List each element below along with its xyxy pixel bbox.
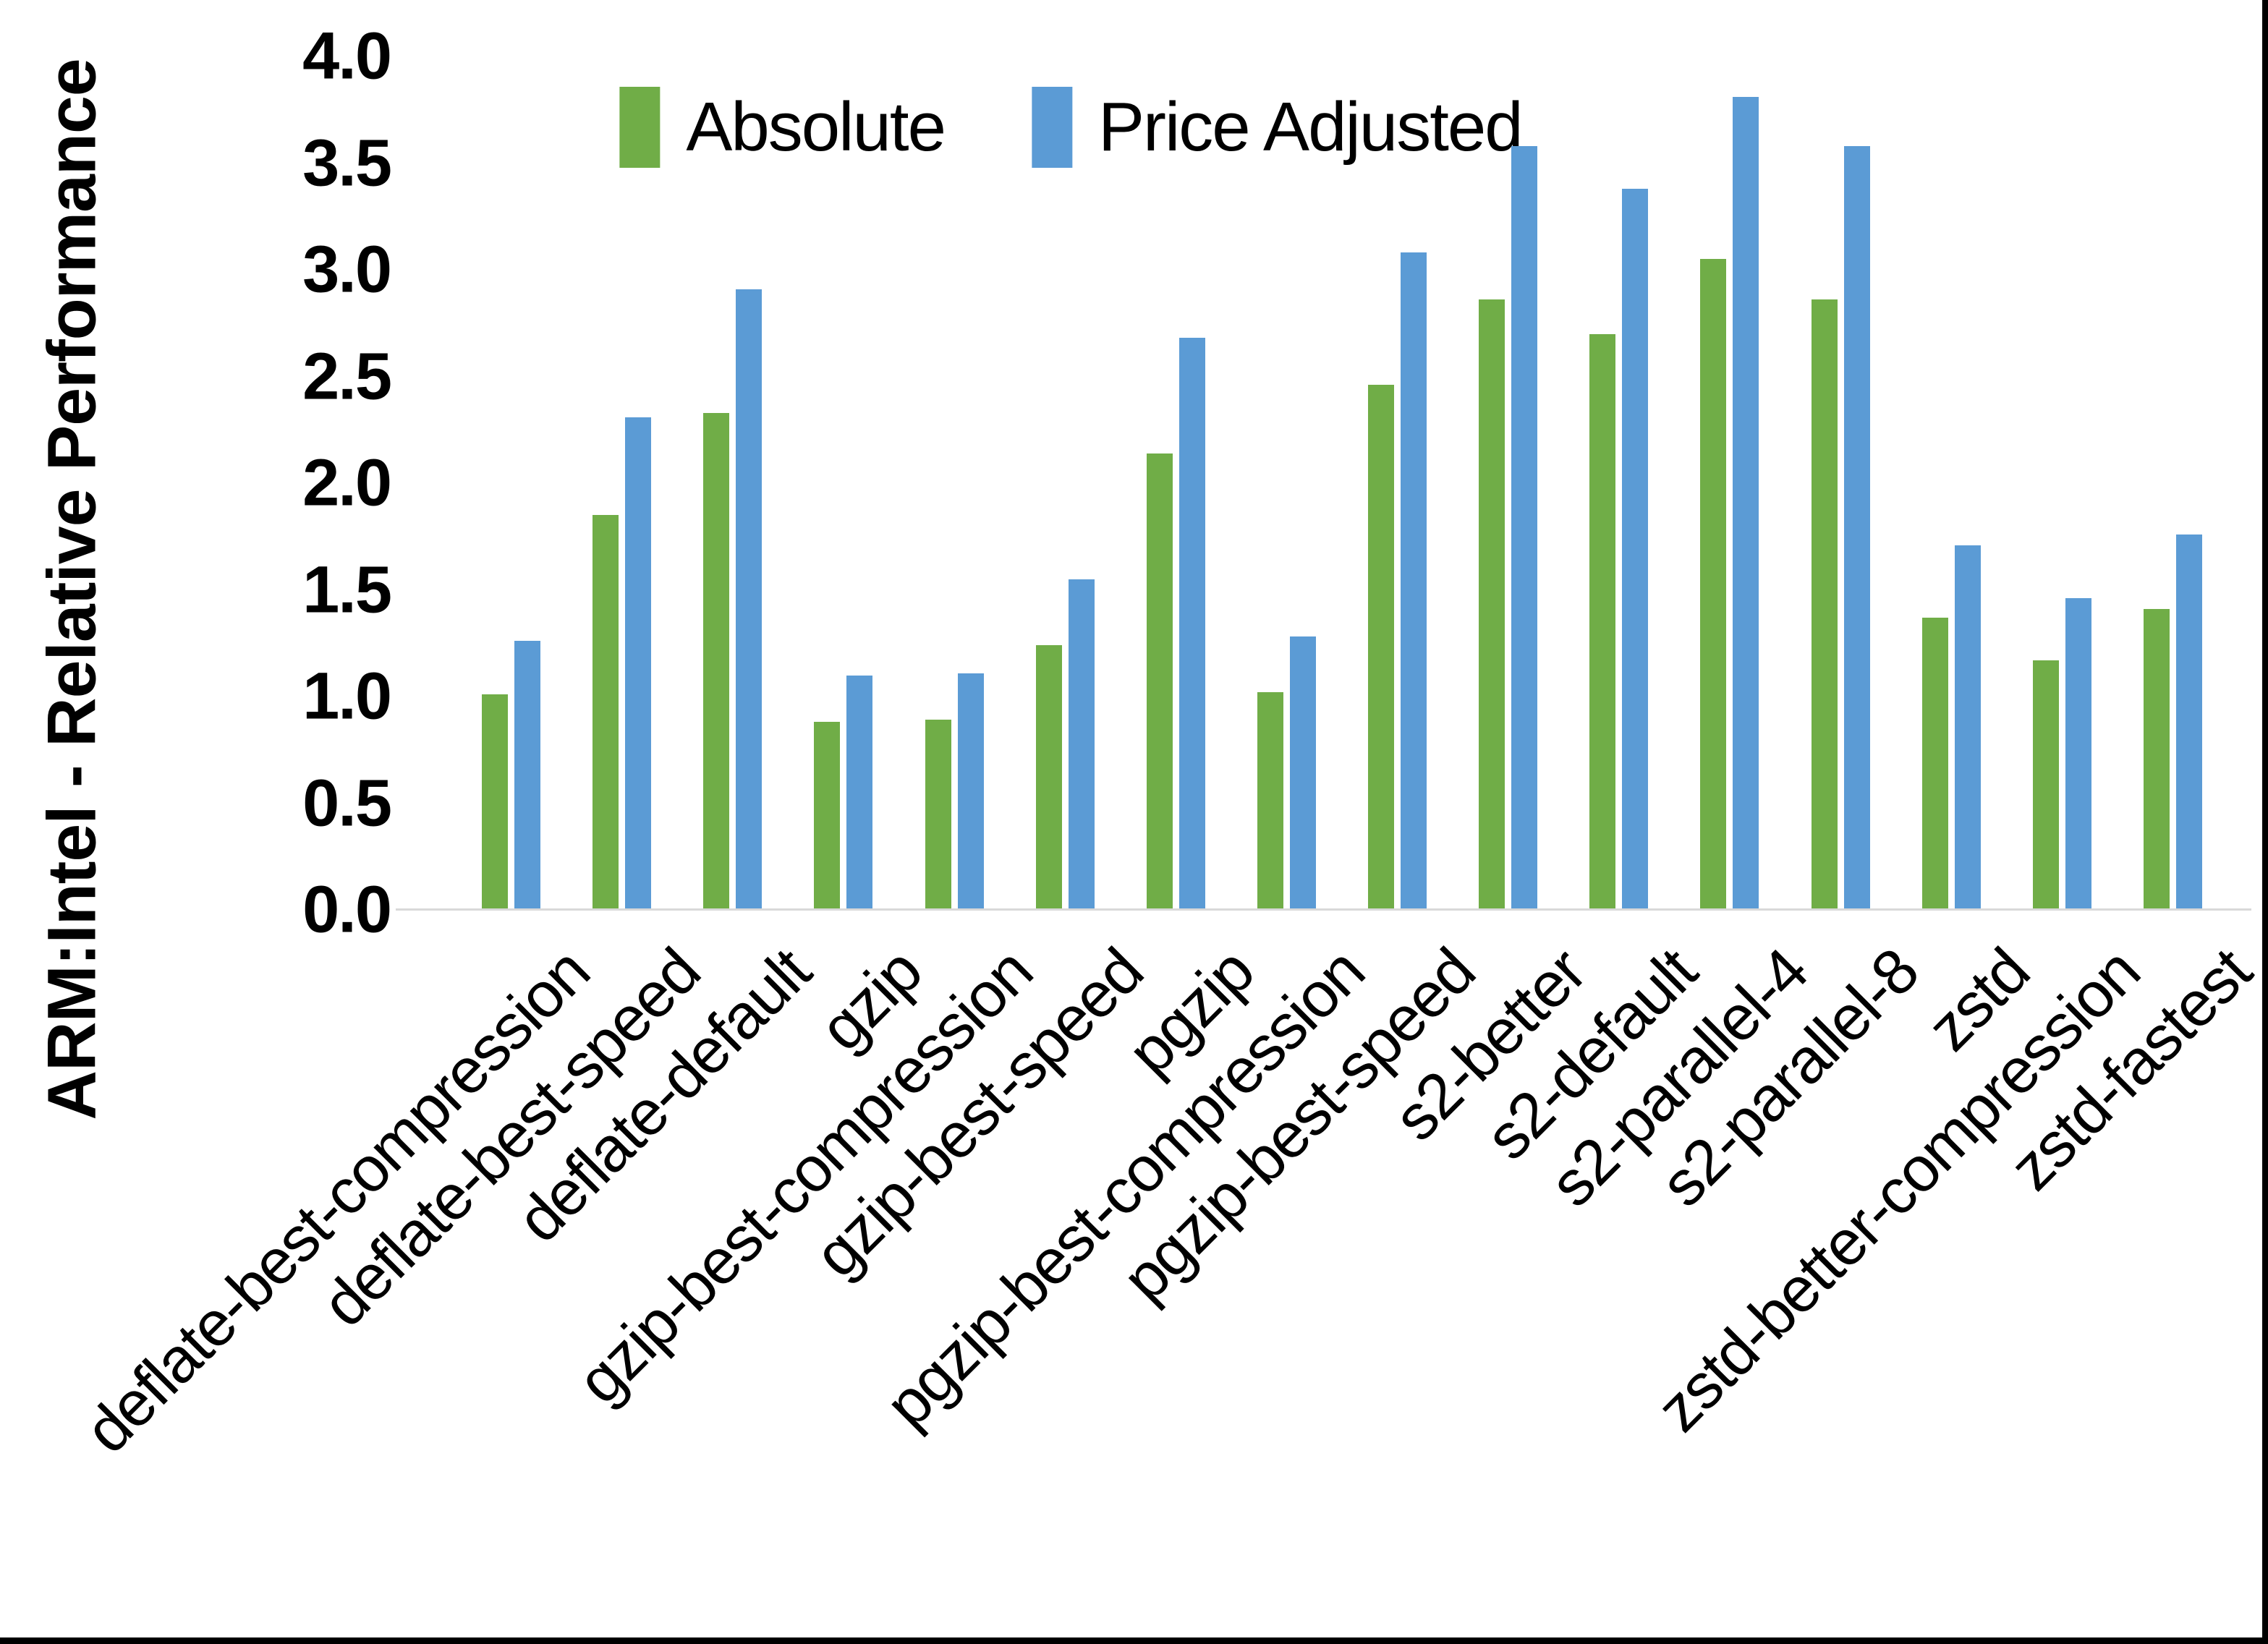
bar-price-adjusted-deflate-default	[736, 289, 763, 910]
bar-absolute-s2-better	[1479, 299, 1505, 910]
legend-entry-price-adjusted: Price Adjusted	[1031, 87, 1524, 168]
legend-swatch-absolute	[619, 87, 661, 168]
bar-price-adjusted-zstd	[1954, 545, 1981, 910]
bar-group-zstd-fastest	[2118, 56, 2228, 910]
bar-price-adjusted-zstd-better-compression	[2065, 598, 2091, 910]
bar-price-adjusted-s2-default	[1622, 188, 1649, 910]
bar-absolute-zstd	[1921, 617, 1948, 910]
bar-absolute-gzip	[814, 722, 841, 910]
bar-price-adjusted-pgzip-best-compression	[1289, 636, 1316, 910]
legend-swatch-price-adjusted	[1031, 87, 1072, 168]
bar-price-adjusted-gzip	[846, 675, 873, 910]
bar-absolute-pgzip	[1146, 453, 1173, 910]
y-tick-label: 1.0	[302, 659, 392, 733]
bar-price-adjusted-s2-parallel-8	[1843, 145, 1870, 910]
bar-group-deflate-best-compression	[456, 56, 566, 910]
screenshot-right-border	[2262, 0, 2268, 1644]
bar-absolute-gzip-best-speed	[1035, 645, 1062, 910]
bar-group-deflate-default	[677, 56, 788, 910]
legend-label-absolute: Absolute	[686, 88, 946, 166]
y-tick-label: 2.0	[302, 446, 392, 520]
bar-group-gzip-best-compression	[899, 56, 1010, 910]
bar-price-adjusted-s2-better	[1511, 145, 1538, 910]
bar-group-pgzip-best-compression	[1231, 56, 1342, 910]
bar-group-zstd-better-compression	[2007, 56, 2118, 910]
bar-group-deflate-best-speed	[566, 56, 677, 910]
bar-absolute-deflate-default	[703, 412, 730, 910]
bar-absolute-zstd-better-compression	[2032, 660, 2059, 910]
bar-group-s2-better	[1453, 56, 1563, 910]
plot-area	[456, 56, 2228, 910]
y-tick-label: 1.5	[302, 553, 392, 626]
bar-absolute-s2-default	[1589, 333, 1616, 910]
bar-group-s2-default	[1563, 56, 1674, 910]
bar-absolute-zstd-fastest	[2143, 609, 2170, 910]
bar-price-adjusted-pgzip-best-speed	[1401, 252, 1427, 910]
screenshot-bottom-border	[0, 1637, 2268, 1644]
bar-price-adjusted-s2-parallel-4	[1733, 97, 1759, 910]
bar-group-gzip	[788, 56, 899, 910]
bar-price-adjusted-pgzip	[1178, 338, 1205, 910]
bar-absolute-gzip-best-compression	[925, 720, 951, 910]
bar-price-adjusted-zstd-fastest	[2175, 534, 2202, 910]
legend: Absolute Price Adjusted	[619, 87, 1524, 168]
bar-absolute-pgzip-best-compression	[1257, 692, 1283, 910]
bar-absolute-pgzip-best-speed	[1368, 385, 1395, 910]
legend-label-price-adjusted: Price Adjusted	[1097, 88, 1524, 166]
bar-group-zstd	[1896, 56, 2007, 910]
bar-absolute-deflate-best-speed	[593, 515, 619, 910]
bar-price-adjusted-gzip-best-speed	[1068, 579, 1095, 910]
bar-group-pgzip	[1121, 56, 1231, 910]
x-axis-line	[396, 908, 2251, 911]
legend-entry-absolute: Absolute	[619, 87, 946, 168]
bar-absolute-s2-parallel-8	[1811, 299, 1838, 910]
y-tick-label: 2.5	[302, 339, 392, 413]
bar-price-adjusted-gzip-best-compression	[957, 673, 984, 910]
bar-price-adjusted-deflate-best-compression	[514, 641, 541, 910]
y-tick-label: 0.0	[302, 872, 392, 947]
y-tick-label: 4.0	[302, 19, 392, 93]
bar-absolute-s2-parallel-4	[1700, 259, 1727, 910]
bar-group-gzip-best-speed	[1010, 56, 1121, 910]
bar-group-s2-parallel-8	[1785, 56, 1896, 910]
bar-group-pgzip-best-speed	[1342, 56, 1453, 910]
y-axis-title: ARM:Intel - Relative Performance	[33, 59, 111, 1120]
bar-absolute-deflate-best-compression	[482, 694, 509, 910]
y-tick-label: 3.0	[302, 232, 392, 307]
y-tick-label: 0.5	[302, 766, 392, 840]
bar-price-adjusted-deflate-best-speed	[625, 417, 652, 910]
bar-group-s2-parallel-4	[1674, 56, 1785, 910]
y-tick-label: 3.5	[302, 126, 392, 200]
